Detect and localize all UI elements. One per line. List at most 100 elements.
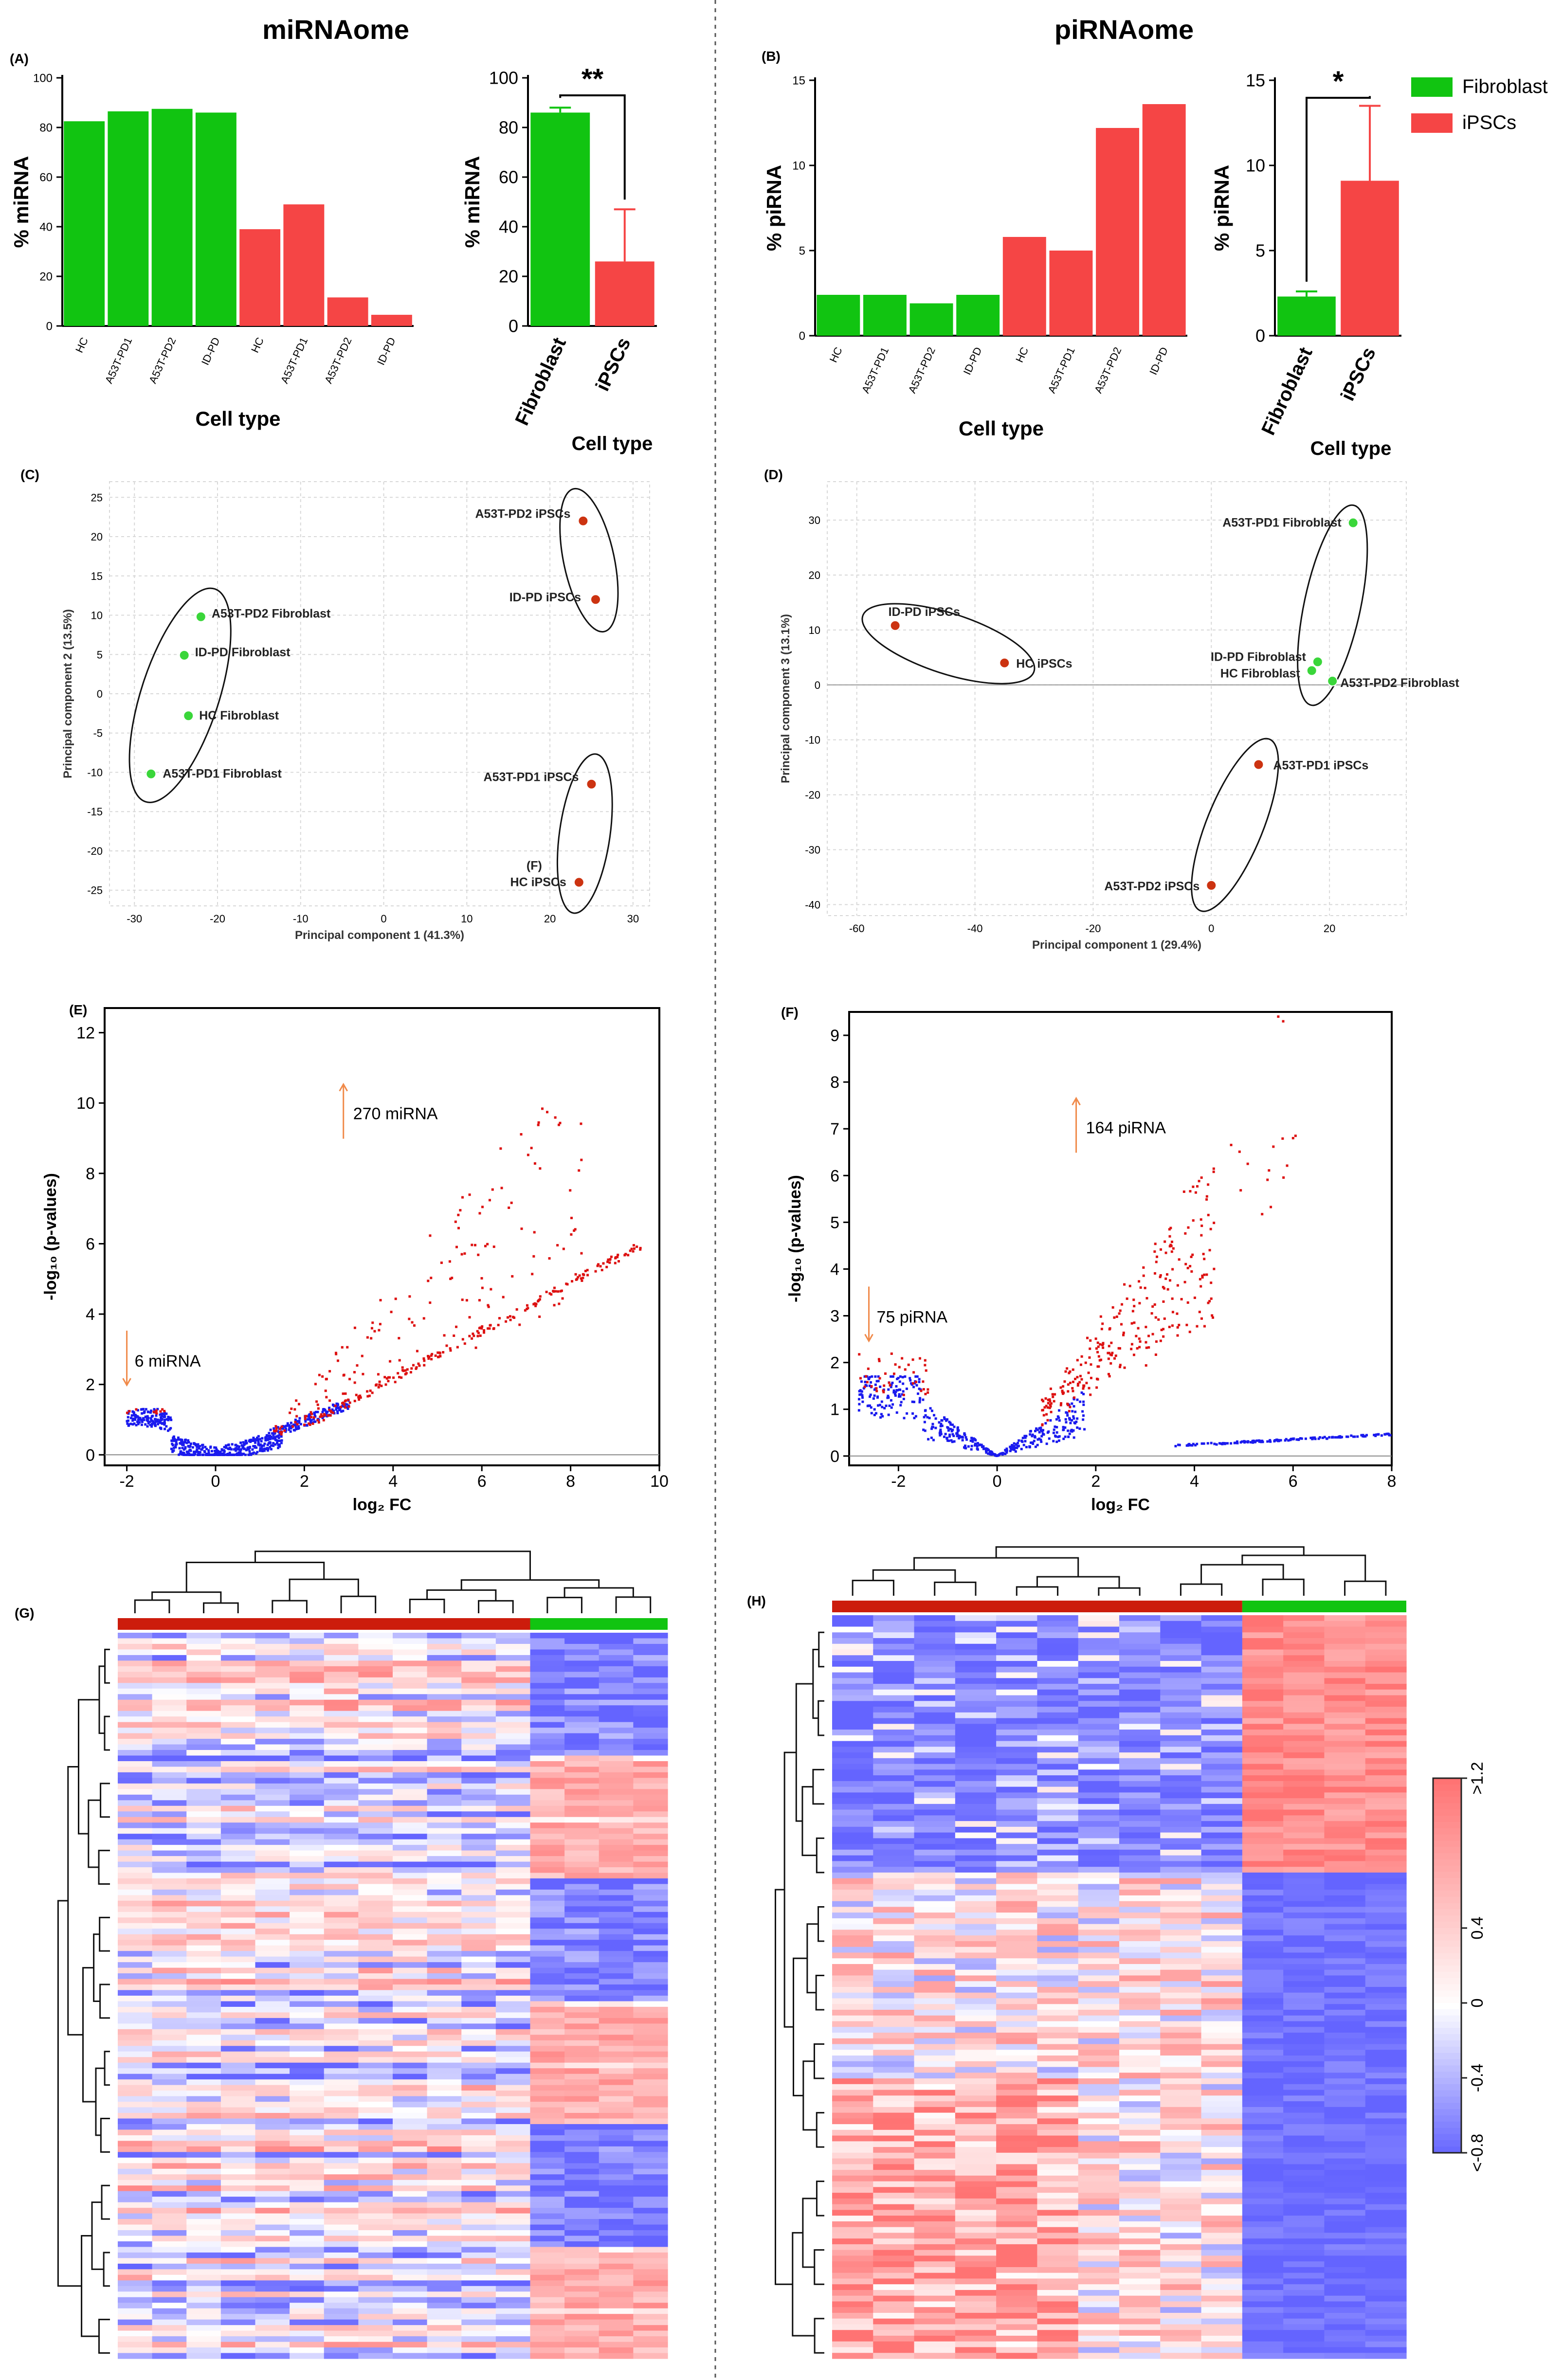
data-point bbox=[387, 1380, 390, 1383]
heatmap-cell bbox=[461, 2029, 496, 2035]
heatmap-cell bbox=[427, 2191, 462, 2197]
heatmap-cell bbox=[1037, 1803, 1079, 1810]
heatmap-cell bbox=[530, 1772, 565, 1778]
data-point bbox=[580, 1122, 582, 1125]
data-point bbox=[1163, 1317, 1166, 1320]
data-point bbox=[1260, 1440, 1263, 1442]
data-point bbox=[410, 1367, 413, 1370]
heatmap-cell bbox=[118, 1839, 153, 1845]
arrow-head bbox=[339, 1082, 348, 1092]
heatmap-cell bbox=[427, 1923, 462, 1929]
heatmap-cell bbox=[220, 1973, 256, 1980]
heatmap-cell bbox=[118, 2102, 153, 2108]
data-point bbox=[1047, 1399, 1050, 1402]
heatmap-cell bbox=[358, 1867, 393, 1874]
heatmap-cell bbox=[1324, 1826, 1366, 1833]
data-point bbox=[279, 1427, 282, 1430]
heatmap-cell bbox=[633, 1761, 668, 1767]
group-bar-ipsc bbox=[832, 1601, 1242, 1612]
heatmap-cell bbox=[393, 1643, 428, 1650]
heatmap-cell bbox=[427, 1672, 462, 1678]
heatmap-cell bbox=[461, 1979, 496, 1985]
data-point bbox=[1048, 1406, 1051, 1409]
heatmap-cell bbox=[1324, 1666, 1366, 1673]
data-point bbox=[883, 1384, 886, 1387]
heatmap-cell bbox=[1201, 1849, 1243, 1856]
heatmap-cell bbox=[633, 1772, 668, 1778]
heatmap-cell bbox=[495, 1778, 531, 1784]
heatmap-cell bbox=[324, 2135, 359, 2141]
heatmap-cell bbox=[1078, 1626, 1120, 1633]
heatmap-cell bbox=[461, 1694, 496, 1700]
data-point bbox=[272, 1444, 275, 1447]
data-point bbox=[1294, 1135, 1297, 1137]
data-point bbox=[582, 1277, 584, 1280]
heatmap-cell bbox=[495, 1705, 531, 1712]
heatmap-cell bbox=[324, 1911, 359, 1918]
heatmap-cell bbox=[633, 1638, 668, 1644]
heatmap-cell bbox=[1324, 1861, 1366, 1867]
heatmap-cell bbox=[1037, 1626, 1079, 1633]
data-point bbox=[292, 1428, 295, 1431]
data-point bbox=[1180, 1298, 1183, 1300]
data-point bbox=[1084, 1361, 1087, 1364]
data-point bbox=[348, 1401, 351, 1404]
heatmap-cell bbox=[633, 2230, 668, 2236]
heatmap-cell bbox=[324, 2062, 359, 2069]
heatmap-cell bbox=[393, 1906, 428, 1912]
heatmap-cell bbox=[599, 1633, 634, 1639]
data-point bbox=[430, 1358, 433, 1361]
heatmap-cell bbox=[599, 2213, 634, 2219]
heatmap-cell bbox=[220, 2247, 256, 2253]
data-point bbox=[950, 1439, 953, 1442]
dendrogram-branch bbox=[57, 1900, 82, 2287]
heatmap-cell bbox=[633, 2107, 668, 2113]
data-point bbox=[1071, 1430, 1073, 1433]
heatmap-cell bbox=[599, 1923, 634, 1929]
heatmap-cell bbox=[461, 1873, 496, 1879]
heatmap-cell bbox=[1119, 1775, 1161, 1782]
heatmap-cell bbox=[152, 1990, 187, 1996]
data-point bbox=[148, 1421, 151, 1424]
data-point bbox=[578, 1169, 581, 1172]
data-point bbox=[981, 1445, 984, 1448]
heatmap-cell bbox=[152, 1666, 187, 1672]
heatmap-cell bbox=[996, 1752, 1038, 1759]
heatmap-cell bbox=[324, 2291, 359, 2298]
data-point bbox=[317, 1421, 320, 1424]
heatmap-cell bbox=[1119, 1615, 1161, 1622]
data-point bbox=[161, 1414, 164, 1417]
data-point bbox=[247, 1447, 250, 1450]
heatmap-cell bbox=[186, 2141, 221, 2147]
heatmap-cell bbox=[832, 1684, 873, 1690]
chart-d-pca: -60 -40 -20 0 20-40-30-20-100102030Principal… bbox=[779, 438, 1459, 952]
heatmap-cell bbox=[599, 1728, 634, 1734]
data-point bbox=[137, 1416, 140, 1419]
data-point bbox=[295, 1415, 298, 1418]
heatmap-cell bbox=[393, 1923, 428, 1929]
data-point bbox=[899, 1395, 902, 1398]
data-point bbox=[324, 1389, 327, 1392]
data-point bbox=[961, 1439, 964, 1442]
heatmap-cell bbox=[530, 1699, 565, 1706]
data-point bbox=[288, 1424, 291, 1427]
heatmap-cell bbox=[633, 2001, 668, 2007]
data-point bbox=[899, 1404, 902, 1406]
data-point bbox=[199, 1453, 201, 1456]
heatmap-cell bbox=[255, 2280, 290, 2287]
data-point bbox=[553, 1304, 556, 1307]
data-point bbox=[1076, 1382, 1079, 1385]
heatmap-cell bbox=[152, 1911, 187, 1918]
data-point bbox=[342, 1409, 345, 1412]
data-point bbox=[389, 1360, 392, 1363]
heatmap-cell bbox=[1037, 1826, 1079, 1833]
heatmap-cell bbox=[599, 2230, 634, 2236]
data-point bbox=[1192, 1442, 1195, 1445]
heatmap-cell bbox=[152, 1940, 187, 1946]
heatmap-cell bbox=[220, 2308, 256, 2314]
heatmap-cell bbox=[186, 1996, 221, 2002]
heatmap-cell bbox=[290, 1929, 325, 1935]
data-point bbox=[879, 1385, 882, 1388]
heatmap-cell bbox=[255, 2208, 290, 2214]
heatmap-cell bbox=[186, 2314, 221, 2320]
